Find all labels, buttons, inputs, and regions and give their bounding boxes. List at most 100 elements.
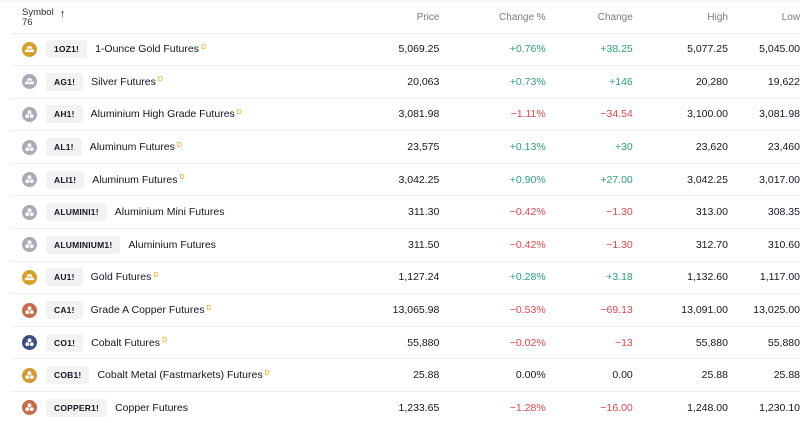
- price-cell: 55,880: [344, 326, 440, 360]
- change-percent-cell: −0.42%: [439, 195, 546, 230]
- ticker-badge[interactable]: AH1!: [46, 105, 83, 124]
- instrument-name: Grade A Copper Futures: [90, 304, 205, 317]
- change-cell: +27.00: [545, 163, 633, 197]
- table-row-ali1[interactable]: ALI1! Aluminum Futures D 3,042.25 +0.90%…: [10, 163, 800, 197]
- instrument-name: Cobalt Metal (Fastmarkets) Futures: [97, 369, 263, 382]
- symbol-cell: 1OZ1! 1-Ounce Gold Futures D: [10, 33, 345, 67]
- ticker-badge[interactable]: CA1!: [46, 301, 83, 320]
- column-header-symbol[interactable]: Symbol 76 ↑: [10, 2, 345, 34]
- ticker-badge[interactable]: COPPER1!: [46, 398, 108, 417]
- price-cell: 20,063: [344, 65, 440, 99]
- ticker-badge[interactable]: CO1!: [46, 333, 84, 352]
- change-cell: −16.00: [545, 391, 633, 423]
- table-row-co1[interactable]: CO1! Cobalt Futures D 55,880 −0.02% −13 …: [10, 326, 800, 360]
- change-cell: 0.00: [545, 358, 633, 393]
- change-cell: −1.30: [545, 228, 633, 262]
- table-row-alumini1[interactable]: ALUMINI1! Aluminium Mini Futures 311.30 …: [10, 195, 800, 230]
- column-header-price[interactable]: Price: [344, 2, 440, 34]
- symbol-cell: COPPER1! Copper Futures: [10, 391, 345, 423]
- change-cell: +3.18: [545, 261, 633, 295]
- ticker-badge[interactable]: AU1!: [46, 268, 83, 287]
- table-row-ca1[interactable]: CA1! Grade A Copper Futures D 13,065.98 …: [10, 293, 800, 327]
- high-cell: 312.70: [632, 228, 728, 262]
- symbol-cell: ALI1! Aluminum Futures D: [10, 163, 345, 197]
- table-row-au1[interactable]: AU1! Gold Futures D 1,127.24 +0.28% +3.1…: [10, 261, 800, 295]
- low-cell: 1,117.00: [727, 261, 800, 295]
- top-strip: [0, 0, 800, 2]
- change-cell: −69.13: [545, 293, 633, 327]
- ticker-badge[interactable]: COB1!: [46, 366, 90, 385]
- column-header-change-percent[interactable]: Change %: [439, 2, 546, 34]
- ticker-badge[interactable]: ALUMINI1!: [46, 203, 107, 222]
- table-row-ah1[interactable]: AH1! Aluminium High Grade Futures D 3,08…: [10, 98, 800, 132]
- table-row-ag1[interactable]: AG1! Silver Futures D 20,063 +0.73% +146…: [10, 65, 800, 99]
- delayed-data-badge: D: [179, 174, 185, 182]
- instrument-name: Aluminium Mini Futures: [114, 206, 225, 219]
- high-cell: 23,620: [632, 130, 728, 164]
- symbol-cell: AG1! Silver Futures D: [10, 65, 345, 99]
- instrument-name: Aluminium Futures: [128, 238, 216, 251]
- metal-balls-icon: [22, 335, 37, 351]
- delayed-data-badge: D: [153, 271, 159, 279]
- table-row-copper1[interactable]: COPPER1! Copper Futures 1,233.65 −1.28% …: [10, 391, 800, 423]
- delayed-data-badge: D: [264, 369, 270, 377]
- table-row-1oz1[interactable]: 1OZ1! 1-Ounce Gold Futures D 5,069.25 +0…: [10, 33, 800, 67]
- instrument-name: Gold Futures: [90, 271, 152, 284]
- high-cell: 55,880: [632, 326, 728, 360]
- instrument-name: Copper Futures: [115, 401, 189, 414]
- symbol-cell: AH1! Aluminium High Grade Futures D: [10, 98, 345, 132]
- table-row-al1[interactable]: AL1! Aluminum Futures D 23,575 +0.13% +3…: [10, 130, 800, 164]
- ticker-badge[interactable]: ALUMINIUM1!: [46, 235, 121, 254]
- price-cell: 13,065.98: [344, 293, 440, 327]
- ticker-badge[interactable]: 1OZ1!: [46, 40, 88, 59]
- delayed-data-badge: D: [206, 304, 212, 312]
- column-header-change[interactable]: Change: [545, 2, 633, 34]
- price-cell: 1,127.24: [344, 261, 440, 295]
- low-cell: 3,017.00: [727, 163, 800, 197]
- low-cell: 310.60: [727, 228, 800, 262]
- table-header-row: Symbol 76 ↑ Price Change % Change High L…: [10, 2, 800, 34]
- metal-balls-icon: [22, 400, 37, 416]
- price-cell: 3,042.25: [344, 163, 440, 197]
- symbol-cell: ALUMINI1! Aluminium Mini Futures: [10, 195, 345, 230]
- delayed-data-badge: D: [161, 337, 168, 345]
- ticker-badge[interactable]: AG1!: [46, 72, 84, 91]
- low-cell: 23,460: [727, 130, 800, 164]
- low-cell: 1,230.10: [727, 391, 800, 423]
- price-cell: 5,069.25: [344, 33, 440, 67]
- change-cell: +38.25: [545, 33, 633, 67]
- delayed-data-badge: D: [236, 108, 242, 116]
- change-percent-cell: +0.90%: [439, 163, 546, 197]
- price-cell: 311.30: [344, 195, 440, 230]
- delayed-data-badge: D: [157, 76, 163, 84]
- metal-balls-icon: [22, 367, 37, 383]
- change-percent-cell: +0.28%: [439, 261, 546, 295]
- high-cell: 25.88: [632, 358, 728, 393]
- metal-balls-icon: [22, 204, 37, 220]
- table-row-cob1[interactable]: COB1! Cobalt Metal (Fastmarkets) Futures…: [10, 358, 800, 393]
- change-percent-cell: −1.28%: [439, 391, 546, 423]
- high-cell: 20,280: [632, 65, 728, 99]
- symbol-count: 76: [22, 16, 33, 28]
- gold-bar-icon: [22, 41, 37, 57]
- high-cell: 3,100.00: [632, 98, 728, 132]
- ticker-badge[interactable]: ALI1!: [46, 170, 85, 189]
- delayed-data-badge: D: [176, 141, 182, 149]
- change-percent-cell: −0.02%: [439, 326, 546, 360]
- instrument-name: 1-Ounce Gold Futures: [95, 43, 199, 56]
- sort-ascending-arrow-icon[interactable]: ↑: [59, 7, 66, 20]
- column-header-high[interactable]: High: [632, 2, 728, 34]
- change-percent-cell: −1.11%: [439, 98, 546, 132]
- change-percent-cell: −0.53%: [439, 293, 546, 327]
- high-cell: 1,248.00: [632, 391, 728, 423]
- low-cell: 13,025.00: [727, 293, 800, 327]
- low-cell: 5,045.00: [727, 33, 800, 67]
- high-cell: 1,132.60: [632, 261, 728, 295]
- table-row-aluminium1[interactable]: ALUMINIUM1! Aluminium Futures 311.50 −0.…: [10, 228, 800, 262]
- low-cell: 25.88: [727, 358, 800, 393]
- ticker-badge[interactable]: AL1!: [46, 138, 82, 157]
- change-percent-cell: 0.00%: [439, 358, 546, 393]
- low-cell: 308.35: [727, 195, 800, 230]
- column-header-low[interactable]: Low: [727, 2, 800, 34]
- change-percent-cell: +0.73%: [439, 65, 546, 99]
